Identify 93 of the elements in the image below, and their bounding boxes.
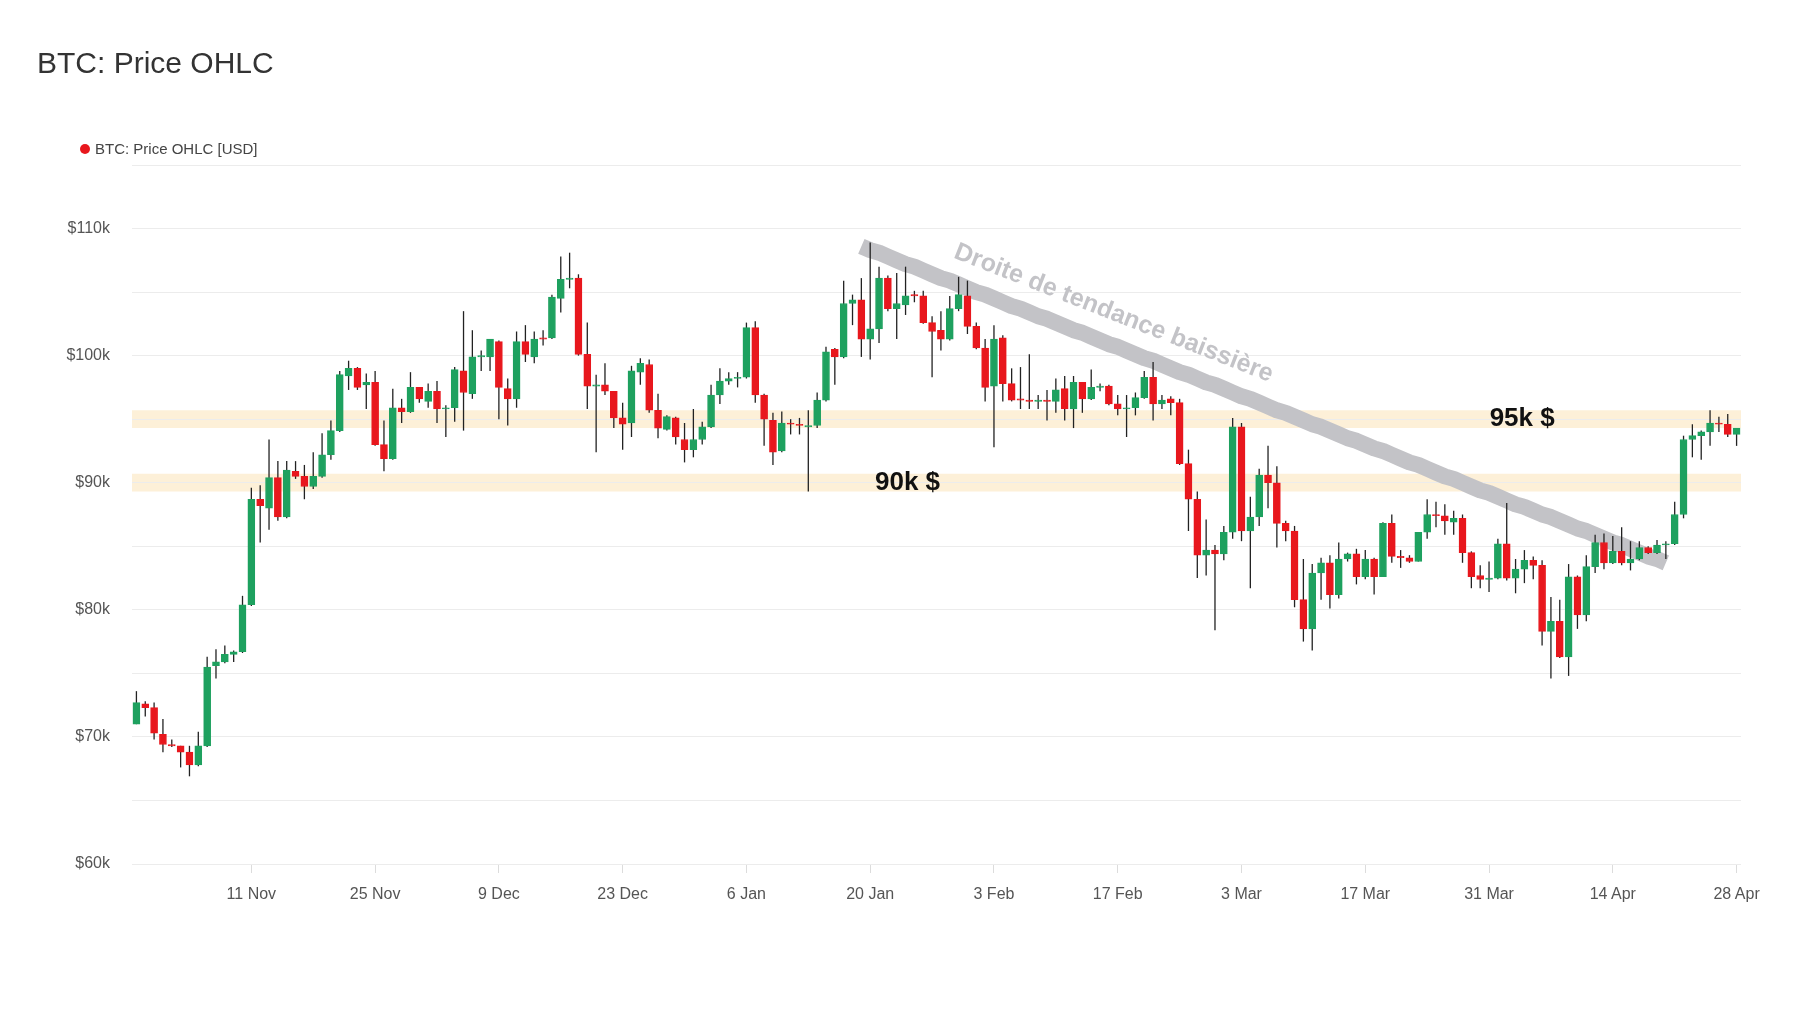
candlestick (1122, 394, 1131, 438)
x-tick-label: 6 Jan (726, 885, 766, 903)
candlestick (503, 377, 512, 427)
x-tick-label: 23 Dec (597, 885, 649, 903)
candlestick (318, 432, 326, 479)
candlestick (1140, 370, 1149, 400)
candlestick (680, 422, 689, 464)
x-tick-label: 20 Jan (846, 885, 895, 903)
candlestick (521, 324, 530, 363)
candlestick (424, 382, 432, 409)
candlestick (1547, 596, 1555, 680)
candlestick (1105, 384, 1113, 406)
x-tick-label: 3 Mar (1221, 885, 1263, 903)
candlestick (601, 362, 609, 396)
y-tick-label: $60k (75, 854, 111, 872)
candlestick (565, 252, 574, 289)
candlestick (1025, 353, 1034, 410)
y-tick-label: $70k (75, 727, 111, 745)
candlestick (866, 241, 875, 361)
candlestick (397, 398, 406, 424)
band-label: 90k $ (875, 465, 941, 496)
candlestick (1723, 413, 1732, 438)
candlestick (1608, 535, 1617, 565)
candlestick (194, 731, 203, 767)
y-tick-label: $110k (67, 218, 111, 236)
legend-label: BTC: Price OHLC [USD] (95, 140, 258, 158)
candlestick (1361, 549, 1370, 580)
x-tick-label: 28 Apr (1713, 885, 1761, 903)
candlestick (539, 329, 547, 347)
x-tick-label: 9 Dec (477, 885, 520, 903)
x-tick-label: 31 Mar (1464, 885, 1515, 903)
x-tick-label: 17 Mar (1340, 885, 1391, 903)
candlestick (477, 349, 486, 372)
candlestick (1087, 368, 1096, 401)
candlestick (530, 330, 539, 364)
candlestick (1370, 557, 1378, 596)
candlestick (892, 272, 901, 340)
candlestick (132, 690, 141, 725)
candlestick (433, 380, 441, 424)
candlestick (1706, 409, 1714, 447)
candlestick (698, 421, 707, 446)
chart-title: BTC: Price OHLC (37, 45, 274, 81)
candlestick (654, 393, 662, 439)
candlestick (928, 315, 936, 378)
candlestick (486, 338, 494, 372)
x-tick-label: 11 Nov (226, 885, 277, 903)
y-tick-label: $90k (75, 473, 111, 491)
candlestick (309, 451, 318, 490)
x-tick-label: 17 Feb (1092, 885, 1143, 903)
candlestick (972, 321, 981, 350)
candlestick (1219, 525, 1228, 561)
y-tick-label: $100k (66, 346, 111, 364)
candlestick (716, 367, 724, 405)
candlestick (1052, 377, 1060, 414)
candlestick (1060, 375, 1069, 422)
candlestick (1529, 555, 1538, 580)
band-label: 95k $ (1489, 402, 1556, 433)
candlestick (1715, 415, 1723, 433)
candlestick (1441, 503, 1449, 536)
candlestick (1317, 557, 1325, 601)
y-tick-label: $80k (75, 600, 111, 618)
candlestick (353, 366, 362, 391)
candlestick (831, 347, 839, 386)
candlestick (1096, 382, 1104, 392)
candlestick (1264, 445, 1272, 509)
candlestick (592, 374, 600, 453)
candlestick (1688, 423, 1697, 458)
candlestick (1600, 532, 1608, 570)
candlestick (689, 408, 698, 458)
candlestick (1016, 366, 1025, 410)
candlestick (300, 464, 309, 500)
candlestick (1485, 560, 1493, 593)
candlestick (1131, 391, 1140, 417)
candlestick (327, 419, 335, 461)
candlestick (1043, 389, 1051, 422)
x-tick-label: 14 Apr (1589, 885, 1637, 903)
candlestick (442, 404, 450, 438)
candlestick (1591, 534, 1599, 574)
candlestick (159, 718, 167, 753)
x-tick-label: 25 Nov (349, 885, 401, 903)
candlestick (556, 255, 565, 314)
candlestick (760, 393, 768, 447)
candlestick (848, 293, 857, 326)
x-tick-label: 3 Feb (973, 885, 1015, 903)
candlestick (671, 415, 680, 446)
candlestick (256, 484, 265, 544)
candlestick (1423, 498, 1431, 540)
candlestick (1662, 540, 1670, 560)
candlestick (937, 310, 945, 352)
candlestick (1476, 564, 1485, 589)
candlestick (804, 409, 813, 493)
candlestick (380, 419, 388, 472)
candlestick (1281, 520, 1290, 542)
